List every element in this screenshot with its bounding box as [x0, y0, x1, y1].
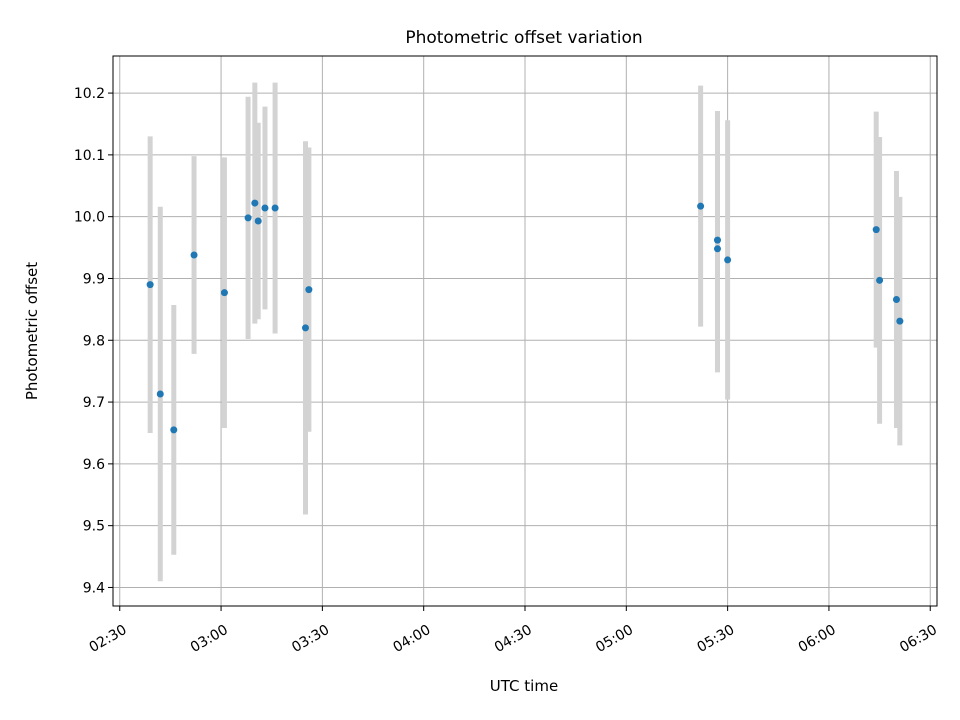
- y-axis-ticks: 9.4 9.5 9.6 9.7 9.8 9.9 10.0 10.1 10.2: [74, 86, 113, 596]
- data-point: [876, 276, 884, 284]
- y-tick-label: 9.8: [83, 333, 105, 349]
- data-point: [244, 214, 252, 222]
- y-tick-label: 9.5: [83, 519, 105, 535]
- data-point: [146, 281, 154, 289]
- data-point: [305, 286, 313, 294]
- y-tick-label: 10.2: [74, 86, 105, 102]
- data-point: [261, 204, 269, 212]
- y-tick-label: 10.1: [74, 148, 105, 164]
- y-tick-label: 9.6: [83, 457, 105, 473]
- data-point: [254, 217, 262, 225]
- data-point: [170, 426, 178, 434]
- data-point: [301, 324, 309, 332]
- data-point: [271, 204, 279, 212]
- data-point: [724, 256, 732, 264]
- y-tick-label: 10.0: [74, 210, 105, 226]
- data-points: [146, 199, 904, 434]
- y-tick-label: 9.4: [83, 580, 105, 596]
- data-point: [190, 251, 198, 259]
- y-axis-label: Photometric offset: [23, 262, 41, 400]
- y-tick-label: 9.7: [83, 395, 105, 411]
- y-tick-label: 9.9: [83, 271, 105, 287]
- data-point: [713, 245, 721, 253]
- grid: [113, 56, 937, 606]
- data-point: [697, 202, 705, 210]
- data-point: [713, 236, 721, 244]
- data-point: [251, 199, 259, 207]
- chart-title: Photometric offset variation: [405, 28, 642, 48]
- data-point: [892, 295, 900, 303]
- data-point: [220, 289, 228, 297]
- data-point: [872, 226, 880, 234]
- x-axis-label: UTC time: [490, 677, 558, 695]
- data-point: [896, 317, 904, 325]
- data-point: [156, 390, 164, 398]
